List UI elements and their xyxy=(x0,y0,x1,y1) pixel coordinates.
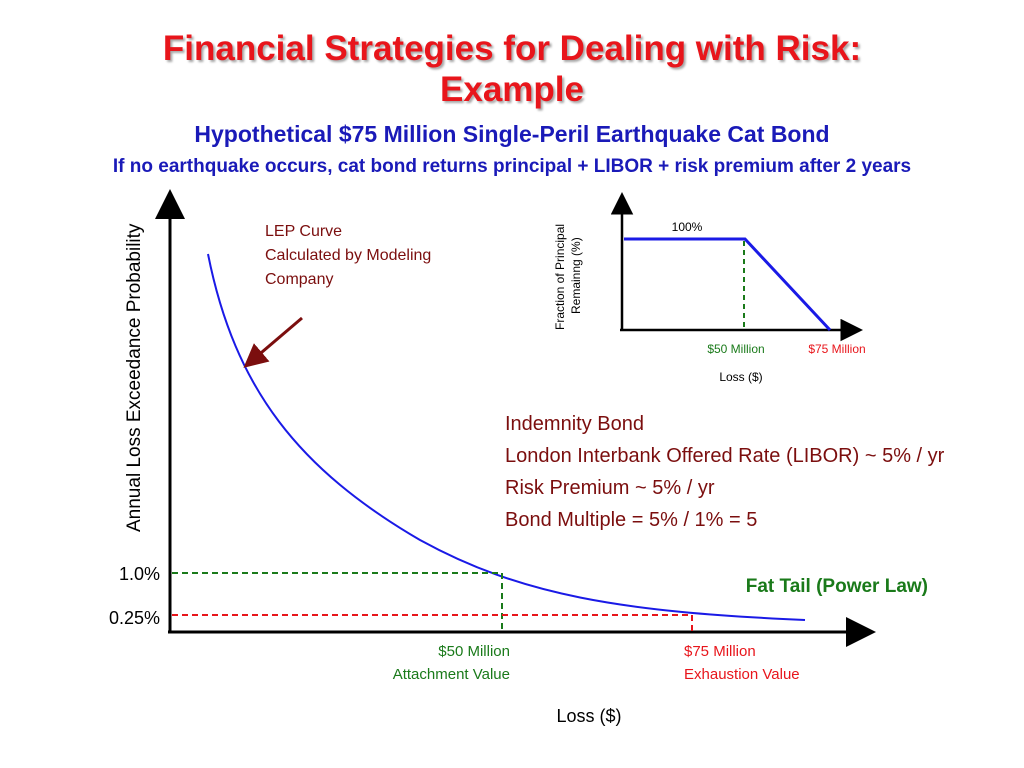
lep-annotation-line-2: Calculated by Modeling xyxy=(265,247,432,264)
bond-terms-block: Indemnity Bond London Interbank Offered … xyxy=(505,408,944,536)
slide-subtitle: Hypothetical $75 Million Single-Peril Ea… xyxy=(194,121,830,147)
bond-terms-line-1: Indemnity Bond xyxy=(505,413,644,435)
slide-title: Financial Strategies for Dealing with Ri… xyxy=(0,28,1024,110)
lep-annotation-line-3: Company xyxy=(265,271,334,288)
lep-annotation-arrow xyxy=(243,316,303,368)
lep-curve xyxy=(207,253,806,621)
bond-terms-line-3: Risk Premium ~ 5% / yr xyxy=(505,477,715,499)
bond-terms-line-2: London Interbank Offered Rate (LIBOR) ~ … xyxy=(505,445,945,467)
inset-x-axis-label: Loss ($) xyxy=(719,370,762,384)
main-x-axis-label: Loss ($) xyxy=(556,706,621,726)
bond-terms-line-4: Bond Multiple = 5% / 1% = 5 xyxy=(505,509,758,531)
slide-description: If no earthquake occurs, cat bond return… xyxy=(112,156,912,177)
title-line-1: Financial Strategies for Dealing with Ri… xyxy=(162,29,862,68)
fat-tail-label: Fat Tail (Power Law) xyxy=(746,576,928,597)
title-line-2: Example xyxy=(440,70,584,109)
exhaustion-value-amount: $75 Million xyxy=(684,643,756,660)
attachment-value-label: Attachment Value xyxy=(393,666,510,683)
exhaustion-value-label: Exhaustion Value xyxy=(684,666,800,683)
inset-y-axis-label-line-1: Fraction of Principal xyxy=(553,224,567,330)
inset-y-axis-label-line-2: Remainng (%) xyxy=(569,237,583,314)
y-tick-label-025pct: 0.25% xyxy=(109,608,160,628)
inset-principal-chart: 100% Fraction of Principal Remainng (%) … xyxy=(553,192,866,384)
lep-annotation-line-1: LEP Curve xyxy=(265,223,343,240)
inset-attachment-label: $50 Million xyxy=(707,342,764,356)
main-y-axis-label: Annual Loss Exceedance Probability xyxy=(124,223,145,532)
attachment-value-amount: $50 Million xyxy=(438,643,510,660)
principal-remaining-line xyxy=(624,237,832,332)
inset-exhaustion-label: $75 Million xyxy=(808,342,865,356)
lep-curve-annotation: LEP Curve Calculated by Modeling Company xyxy=(265,220,431,292)
inset-100pct-label: 100% xyxy=(672,220,703,234)
y-tick-label-1pct: 1.0% xyxy=(119,564,160,584)
